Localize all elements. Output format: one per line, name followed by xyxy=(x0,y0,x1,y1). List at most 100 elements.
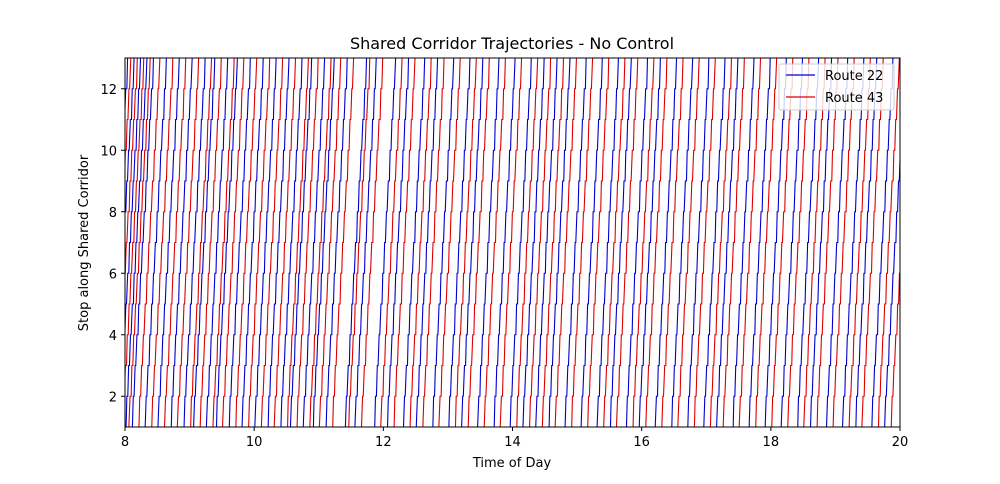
route-43-trajectory xyxy=(602,58,626,427)
route-43-trajectory xyxy=(786,58,810,427)
y-tick-label: 8 xyxy=(109,206,117,221)
route-22-trajectory xyxy=(854,58,878,427)
route-22-trajectory xyxy=(764,58,787,427)
route-43-trajectory xyxy=(347,58,371,427)
route-43-trajectory xyxy=(260,58,284,427)
route-43-trajectory xyxy=(693,58,716,427)
route-43-trajectory xyxy=(615,58,639,427)
legend-label-route-22: Route 22 xyxy=(825,69,883,84)
route-43-trajectory xyxy=(360,58,384,427)
route-22-trajectory xyxy=(625,58,649,427)
route-22-trajectory xyxy=(900,58,922,427)
route-22-trajectory xyxy=(157,58,180,427)
route-22-trajectory xyxy=(373,58,397,427)
route-43-trajectory xyxy=(722,58,745,427)
route-43-trajectory xyxy=(212,58,235,427)
route-22-trajectory xyxy=(447,58,471,427)
route-43-trajectory xyxy=(877,58,900,427)
route-43-trajectory xyxy=(96,58,118,427)
route-43-trajectory xyxy=(393,58,416,427)
route-22-trajectory xyxy=(670,58,694,427)
route-22-trajectory xyxy=(415,58,439,427)
route-22-trajectory xyxy=(267,58,290,427)
route-22-trajectory xyxy=(312,58,335,427)
route-22-trajectory xyxy=(883,149,900,427)
route-22-trajectory xyxy=(131,58,154,427)
route-22-trajectory xyxy=(205,58,229,427)
route-22-trajectory xyxy=(535,58,558,427)
route-22-trajectory xyxy=(125,58,129,121)
route-22-trajectory xyxy=(215,58,238,427)
route-22-trajectory xyxy=(344,58,368,427)
route-43-trajectory xyxy=(163,58,187,427)
route-22-trajectory xyxy=(493,58,516,427)
route-43-trajectory xyxy=(803,58,826,427)
route-22-trajectory xyxy=(228,58,251,427)
route-22-trajectory xyxy=(580,58,603,427)
y-tick-label: 10 xyxy=(100,144,117,159)
route-22-trajectory xyxy=(93,58,115,427)
route-43-trajectory xyxy=(438,58,461,427)
route-43-trajectory xyxy=(528,58,552,427)
route-22-trajectory xyxy=(170,58,193,427)
route-43-trajectory xyxy=(128,58,151,427)
route-43-trajectory xyxy=(234,58,258,427)
route-22-trajectory xyxy=(431,58,455,427)
route-22-trajectory xyxy=(509,58,532,427)
route-22-trajectory xyxy=(99,58,121,427)
route-43-trajectory xyxy=(644,58,668,427)
route-22-trajectory xyxy=(686,58,710,427)
route-22-trajectory xyxy=(796,58,820,427)
route-22-trajectory xyxy=(638,58,661,427)
route-43-trajectory xyxy=(176,58,200,427)
route-22-trajectory xyxy=(825,58,849,427)
route-43-trajectory xyxy=(770,58,794,427)
y-tick-label: 2 xyxy=(109,390,117,405)
x-tick-label: 12 xyxy=(375,435,392,450)
route-43-trajectory xyxy=(331,58,355,427)
route-43-trajectory xyxy=(586,58,610,427)
route-43-trajectory xyxy=(515,58,539,427)
route-43-trajectory xyxy=(380,58,403,427)
route-22-trajectory xyxy=(144,58,167,427)
x-tick-label: 14 xyxy=(504,435,521,450)
route-22-trajectory xyxy=(354,58,377,427)
route-43-trajectory xyxy=(754,58,778,427)
route-43-trajectory xyxy=(483,58,506,427)
route-22-trajectory xyxy=(241,58,264,427)
series-layer xyxy=(93,58,922,427)
route-22-trajectory xyxy=(522,58,545,427)
route-43-trajectory xyxy=(709,58,732,427)
route-43-trajectory xyxy=(677,58,700,427)
route-22-trajectory xyxy=(254,58,277,427)
route-43-trajectory xyxy=(890,264,900,427)
route-22-trajectory xyxy=(780,58,804,427)
x-tick-label: 20 xyxy=(892,435,909,450)
route-22-trajectory xyxy=(280,58,303,427)
route-43-trajectory xyxy=(832,58,855,427)
chart-title: Shared Corridor Trajectories - No Contro… xyxy=(350,34,674,53)
legend: Route 22 Route 43 xyxy=(778,63,895,111)
y-axis-label: Stop along Shared Corridor xyxy=(77,154,92,331)
route-22-trajectory xyxy=(125,58,148,427)
route-43-trajectory xyxy=(221,58,245,427)
route-22-trajectory xyxy=(386,58,410,427)
route-43-trajectory xyxy=(409,58,432,427)
route-43-trajectory xyxy=(467,58,490,427)
route-22-trajectory xyxy=(548,58,571,427)
y-tick-label: 12 xyxy=(100,83,117,98)
route-22-trajectory xyxy=(302,58,326,427)
route-22-trajectory xyxy=(654,58,678,427)
route-43-trajectory xyxy=(661,58,684,427)
route-22-trajectory xyxy=(596,58,619,427)
y-tick-label: 6 xyxy=(109,267,117,282)
route-43-trajectory xyxy=(125,58,138,274)
route-22-trajectory xyxy=(748,58,771,427)
route-22-trajectory xyxy=(609,58,632,427)
route-22-trajectory xyxy=(703,58,726,427)
y-axis: 2 4 6 8 10 12 xyxy=(100,83,125,405)
route-43-trajectory xyxy=(554,58,577,427)
route-22-trajectory xyxy=(732,58,755,427)
route-43-trajectory xyxy=(102,58,124,427)
